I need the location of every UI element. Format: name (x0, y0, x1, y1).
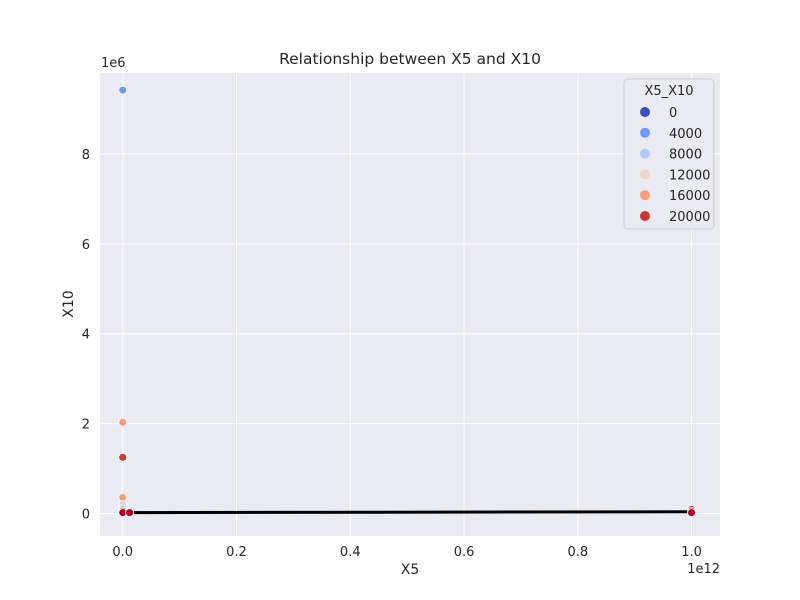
legend-title: X5_X10 (644, 84, 693, 99)
legend-label: 20000 (669, 210, 710, 225)
data-point (125, 508, 134, 518)
data-point (118, 452, 128, 462)
legend-marker (640, 148, 650, 159)
x-tick-label: 0.8 (567, 545, 588, 560)
legend-items: 0 4000 8000 12000 16000 20000 (640, 106, 710, 225)
legend-label: 0 (669, 106, 677, 121)
data-point (118, 417, 128, 427)
plot-area (100, 73, 720, 536)
legend: X5_X10 0 4000 8000 12000 16000 20000 (623, 78, 715, 230)
x-tick-label: 1.0 (681, 545, 702, 560)
data-points (118, 85, 696, 518)
y-tick-label: 8 (82, 148, 90, 163)
legend-marker (640, 190, 650, 201)
x-axis-label: X5 (401, 562, 420, 578)
x-tick-label: 0.4 (340, 545, 361, 560)
y-axis-label: X10 (61, 290, 77, 317)
fit-line (122, 510, 692, 515)
legend-marker (640, 107, 650, 117)
x-tick-label: 0.6 (454, 545, 475, 560)
x-tick-label: 0.0 (112, 545, 133, 560)
legend-label: 16000 (669, 189, 710, 204)
legend-label: 12000 (669, 168, 710, 183)
legend-label: 8000 (669, 148, 702, 163)
legend-marker (640, 169, 650, 180)
legend-label: 4000 (669, 127, 702, 142)
y-tick-label: 6 (82, 238, 90, 253)
grid-lines (100, 73, 720, 536)
legend-marker (640, 127, 650, 138)
x-tick-label: 0.2 (226, 545, 247, 560)
x-offset-label: 1e12 (687, 562, 720, 577)
data-point (118, 85, 128, 95)
data-point (687, 508, 696, 518)
y-tick-label: 0 (82, 508, 90, 523)
y-tick-labels: 0 2 4 6 8 (82, 148, 90, 523)
y-tick-label: 4 (82, 328, 90, 343)
chart-title: Relationship between X5 and X10 (279, 50, 541, 68)
y-tick-label: 2 (82, 418, 90, 433)
fit-line-group (122, 510, 692, 515)
legend-marker (640, 211, 650, 221)
y-offset-label: 1e6 (101, 56, 126, 71)
x-tick-labels: 0.0 0.2 0.4 0.6 0.8 1.0 (112, 545, 701, 560)
